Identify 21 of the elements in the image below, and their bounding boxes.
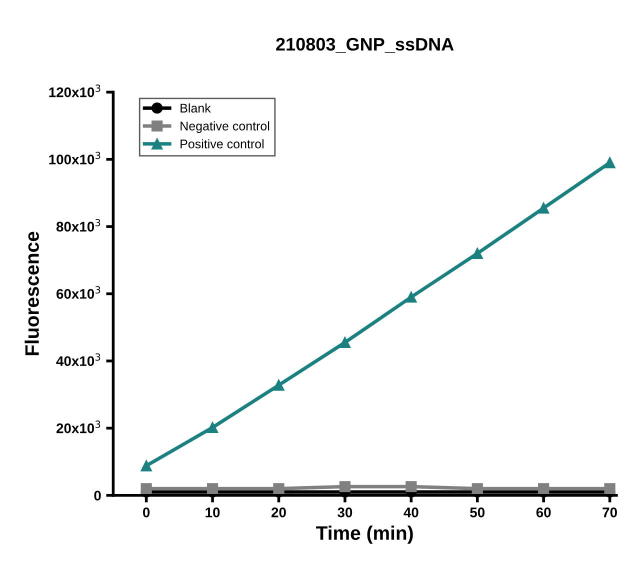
y-tick-label: 20x10$^{3}$ bbox=[56, 420, 100, 434]
x-tick-label: 0 bbox=[143, 508, 150, 518]
x-tick-label: 10 bbox=[206, 508, 220, 518]
x-tick-label: 40 bbox=[404, 508, 418, 518]
y-tick-label: 0 bbox=[94, 490, 101, 501]
y-tick-label: 100x10$^{3}$ bbox=[49, 152, 100, 164]
y-tick-label: 40x10$^{3}$ bbox=[56, 353, 100, 366]
x-tick-label: 50 bbox=[470, 508, 485, 518]
x-axis-title: Time (min) bbox=[316, 526, 413, 544]
x-tick-label: 60 bbox=[536, 508, 551, 518]
y-tick-label: 60x10$^{3}$ bbox=[56, 286, 100, 299]
y-tick-label: 120x10$^{3}$ bbox=[49, 84, 100, 98]
legend-label: Blank bbox=[180, 103, 211, 113]
legend-label: Negative control bbox=[180, 121, 270, 133]
x-tick-label: 30 bbox=[338, 508, 352, 518]
legend-label: Positive control bbox=[180, 139, 264, 148]
x-tick-label: 70 bbox=[602, 508, 617, 518]
chart-title: 210803_GNP_ssDNA bbox=[276, 38, 454, 53]
y-axis-title: Fluorescence bbox=[24, 232, 39, 356]
x-tick-label: 20 bbox=[272, 508, 286, 518]
y-tick-label: 80x10$^{3}$ bbox=[56, 218, 100, 232]
